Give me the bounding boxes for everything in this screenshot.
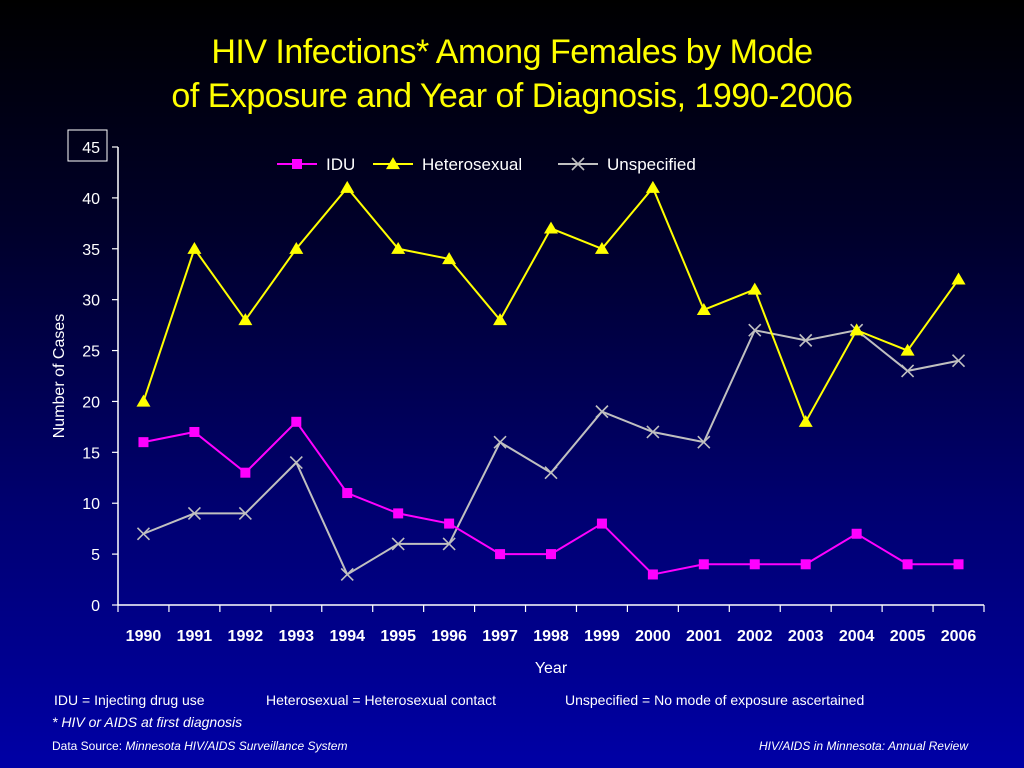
note-heterosexual: Heterosexual = Heterosexual contact (266, 692, 496, 708)
data-point-idu (698, 559, 709, 570)
data-point-heterosexual (442, 252, 457, 265)
data-point-unspecified (340, 567, 354, 582)
data-point-heterosexual (594, 241, 609, 254)
data-point-idu (647, 569, 658, 580)
data-point-unspecified (187, 506, 201, 520)
x-tick-label: 1997 (482, 628, 518, 645)
y-axis-title: Number of Cases (51, 314, 68, 439)
y-tick-label: 10 (82, 496, 100, 513)
note-idu: IDU = Injecting drug use (54, 692, 205, 708)
legend-marker-heterosexual (386, 157, 400, 170)
data-point-idu (138, 437, 149, 448)
data-source: Data Source: Minnesota HIV/AIDS Surveill… (52, 739, 347, 753)
data-point-heterosexual (493, 313, 508, 326)
x-tick-label: 2000 (635, 628, 671, 645)
x-tick-label: 2002 (737, 628, 773, 645)
y-tick-label: 25 (82, 344, 100, 361)
x-tick-label: 2006 (941, 628, 977, 645)
legend-label-heterosexual: Heterosexual (422, 155, 522, 174)
data-point-idu (240, 467, 251, 478)
data-point-heterosexual (645, 180, 660, 193)
legend-marker-idu (292, 159, 302, 169)
y-tick-label: 15 (82, 445, 100, 462)
data-point-unspecified (901, 364, 915, 378)
data-point-heterosexual (289, 241, 304, 254)
x-tick-label: 2001 (686, 628, 722, 645)
footnote: * HIV or AIDS at first diagnosis (52, 714, 243, 730)
y-tick-label: 30 (82, 293, 100, 310)
x-tick-label: 1998 (533, 628, 569, 645)
data-point-heterosexual (798, 414, 813, 427)
data-point-idu (342, 488, 353, 499)
data-point-heterosexual (238, 313, 253, 326)
data-point-heterosexual (849, 323, 864, 336)
data-point-heterosexual (136, 394, 151, 407)
data-point-unspecified (289, 455, 303, 470)
data-point-idu (546, 549, 556, 560)
data-point-idu (800, 559, 811, 570)
y-tick-label: 40 (82, 191, 100, 208)
x-axis-title: Year (535, 660, 568, 677)
data-point-heterosexual (187, 241, 202, 254)
data-point-idu (444, 518, 455, 529)
data-point-unspecified (493, 435, 507, 449)
report-name: HIV/AIDS in Minnesota: Annual Review (759, 739, 968, 753)
x-tick-label: 1990 (126, 628, 162, 645)
data-point-unspecified (238, 506, 252, 520)
chart-title: HIV Infections* Among Females by Mode of… (0, 30, 1024, 118)
x-tick-label: 2005 (890, 628, 926, 645)
legend-label-idu: IDU (326, 155, 355, 174)
y-tick-label: 45 (82, 140, 100, 157)
data-point-unspecified (748, 323, 762, 337)
data-point-unspecified (951, 354, 966, 368)
data-point-idu (495, 549, 506, 560)
legend-label-unspecified: Unspecified (607, 155, 696, 174)
data-point-heterosexual (544, 221, 558, 234)
data-point-idu (851, 528, 862, 539)
x-tick-label: 1995 (380, 628, 416, 645)
data-point-idu (596, 518, 607, 529)
x-tick-label: 2004 (839, 628, 875, 645)
data-point-unspecified (391, 537, 405, 551)
x-tick-label: 1999 (584, 628, 620, 645)
x-tick-label: 1996 (431, 628, 467, 645)
data-point-idu (189, 426, 200, 437)
data-point-unspecified (442, 537, 456, 551)
data-point-unspecified (646, 425, 660, 439)
data-point-idu (953, 559, 964, 570)
data-point-unspecified (697, 435, 711, 449)
y-tick-label: 5 (91, 547, 100, 564)
y-tick-label: 0 (91, 598, 100, 615)
data-source-name: Minnesota HIV/AIDS Surveillance System (125, 739, 348, 753)
data-point-idu (291, 416, 302, 427)
data-point-idu (749, 559, 760, 570)
x-tick-label: 2003 (788, 628, 824, 645)
legend-marker-unspecified (571, 157, 585, 171)
x-tick-label: 1994 (329, 628, 365, 645)
data-point-idu (902, 559, 913, 570)
data-point-unspecified (544, 466, 558, 480)
y-max-tick-box (67, 129, 108, 162)
chart-title-line-2: of Exposure and Year of Diagnosis, 1990-… (171, 77, 853, 115)
data-point-idu (393, 508, 404, 519)
data-point-heterosexual (696, 303, 711, 315)
note-unspecified: Unspecified = No mode of exposure ascert… (565, 692, 865, 708)
data-point-heterosexual (900, 343, 915, 356)
data-point-unspecified (136, 527, 151, 541)
data-point-heterosexual (340, 180, 355, 193)
data-point-heterosexual (747, 282, 762, 295)
data-point-heterosexual (391, 241, 406, 254)
x-tick-label: 1992 (228, 628, 264, 645)
y-tick-label: 35 (82, 242, 100, 259)
x-tick-label: 1991 (177, 628, 213, 645)
data-point-heterosexual (951, 272, 966, 285)
x-tick-label: 1993 (278, 628, 314, 645)
chart-title-line-1: HIV Infections* Among Females by Mode (211, 33, 813, 71)
data-point-unspecified (799, 333, 813, 347)
y-tick-label: 20 (82, 394, 100, 411)
data-point-unspecified (595, 405, 609, 419)
data-source-label: Data Source: (52, 739, 126, 753)
